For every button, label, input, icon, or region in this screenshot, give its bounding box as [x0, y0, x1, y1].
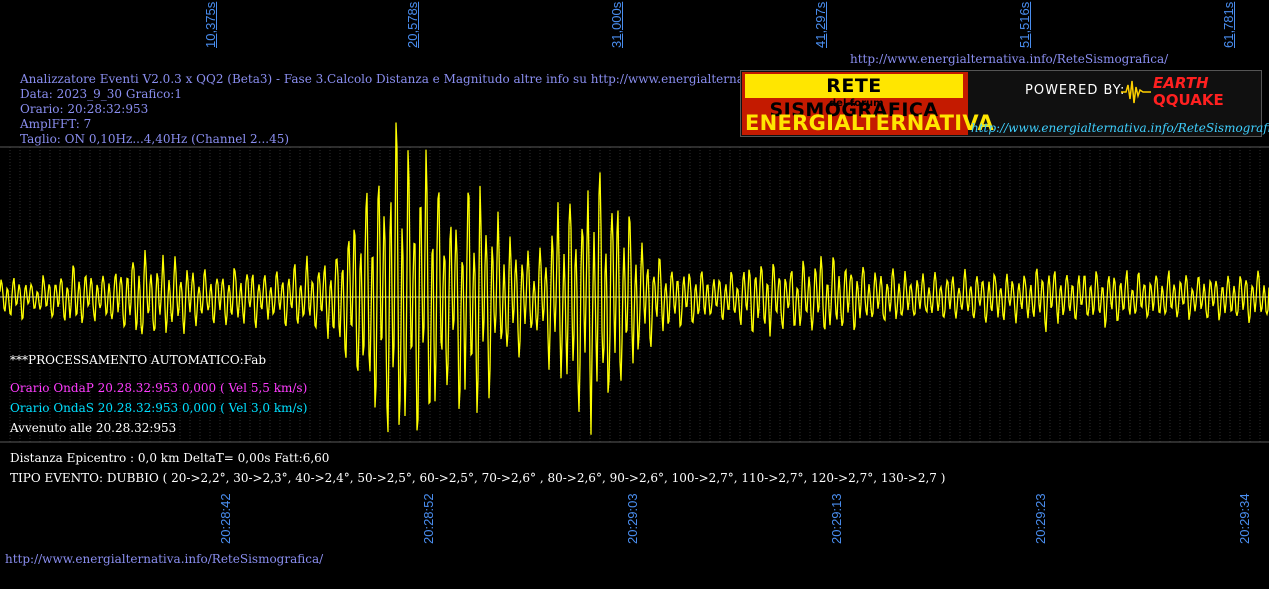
event-type: TIPO EVENTO: DUBBIO ( 20->2,2°, 30->2,3°… [10, 471, 946, 485]
bottom-tick-label: 20:28:42 [218, 493, 233, 544]
bottom-tick-label: 20:29:13 [829, 493, 844, 544]
top-tick-label: 10,375s [203, 1, 218, 48]
epicenter-distance: Distanza Epicentro : 0,0 km DeltaT= 0,00… [10, 451, 330, 465]
info-date: Data: 2023_9_30 Grafico:1 [20, 87, 182, 101]
logo-energialternativa-text: ENERGIALTERNATIVA [745, 111, 994, 135]
top-url-link[interactable]: http://www.energialternativa.info/ReteSi… [850, 52, 1169, 66]
bottom-tick-label: 20:28:52 [421, 493, 436, 544]
seismic-trace [0, 122, 1269, 435]
info-time: Orario: 20:28:32:953 [20, 102, 149, 116]
logo-forum-text: del forum [829, 98, 884, 109]
bottom-tick-label: 20:29:23 [1033, 493, 1048, 544]
top-tick-label: 51,516s [1017, 1, 1032, 48]
top-tick-label: 61,781s [1221, 1, 1236, 48]
logo-rete-text: RETE SISMOGRAFICA [745, 74, 963, 121]
seismograph-wave-icon [1121, 80, 1151, 104]
logo-qquake-text: QQUAKE [1153, 91, 1224, 109]
bottom-tick-label: 20:29:34 [1237, 493, 1252, 544]
event-time: Avvenuto alle 20.28.32:953 [10, 421, 177, 435]
top-tick-label: 20,578s [405, 1, 420, 48]
logo-url-link[interactable]: http://www.energialternativa.info/ReteSi… [971, 121, 1269, 135]
rete-sismografica-logo[interactable]: RETE SISMOGRAFICA del forum ENERGIALTERN… [740, 70, 1269, 137]
p-wave-time: Orario OndaP 20.28.32:953 0,000 ( Vel 5,… [10, 381, 308, 395]
processing-title: ***PROCESSAMENTO AUTOMATICO:Fab [10, 353, 267, 367]
logo-earth-text: EARTH [1153, 74, 1209, 92]
bottom-url-link[interactable]: http://www.energialternativa.info/ReteSi… [5, 552, 324, 566]
top-tick-label: 41,297s [813, 1, 828, 48]
bottom-tick-label: 20:29:03 [625, 493, 640, 544]
logo-powered-by: POWERED BY: [1025, 83, 1126, 98]
top-tick-label: 31,000s [609, 1, 624, 48]
analyzer-title: Analizzatore Eventi V2.0.3 x QQ2 (Beta3)… [20, 72, 909, 86]
info-filter: Taglio: ON 0,10Hz...4,40Hz (Channel 2...… [20, 132, 290, 146]
s-wave-time: Orario OndaS 20.28.32:953 0,000 ( Vel 3,… [10, 401, 308, 415]
info-amplfft: AmplFFT: 7 [20, 117, 92, 131]
